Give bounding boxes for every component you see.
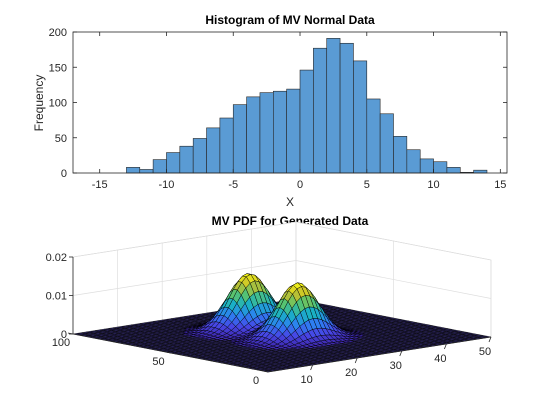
histogram-y-axis-label: Frequency <box>32 75 46 132</box>
histogram-bar <box>313 47 328 174</box>
surface-x-tick-label: 50 <box>479 346 491 358</box>
histogram-bar <box>473 169 488 174</box>
surface-x-tick-mark <box>444 343 447 350</box>
histogram-bar <box>446 167 461 174</box>
surface-y-tick-label: 100 <box>52 337 70 349</box>
histogram-bar <box>166 152 181 174</box>
histogram-bar <box>126 167 141 174</box>
histogram-bar <box>259 92 274 174</box>
histogram-bar <box>219 117 234 174</box>
surface-y-tick-mark <box>262 370 269 373</box>
histogram-x-tick-label: -15 <box>92 179 108 191</box>
histogram-y-ticks: 0 50 100 150 200 <box>49 27 507 180</box>
histogram-bar <box>353 60 368 174</box>
histogram-y-tick-label: 100 <box>49 98 67 110</box>
histogram-title: Histogram of MV Normal Data <box>205 13 375 27</box>
histogram-bar <box>286 88 301 174</box>
histogram-x-tick-label: -5 <box>228 179 238 191</box>
histogram-x-tick-label: 10 <box>427 179 439 191</box>
histogram-bar <box>339 42 354 174</box>
histogram-x-tick-label: 5 <box>364 179 370 191</box>
histogram-bar <box>419 158 434 174</box>
histogram-bar <box>152 159 167 174</box>
surface-x-tick-mark <box>488 336 492 343</box>
histogram-x-tick-label: -10 <box>159 179 175 191</box>
histogram-bar <box>393 136 408 174</box>
surface-z-tick-label: 0.01 <box>46 291 67 303</box>
histogram-bar <box>232 104 247 174</box>
histogram-x-ticks: -15 -10 -5 0 5 10 15 <box>92 32 506 191</box>
histogram-y-tick-label: 50 <box>55 133 67 145</box>
surface-z-gridline <box>72 260 297 296</box>
surface-z-tick-label: 0 <box>61 329 67 341</box>
surface-x-tick-label: 40 <box>434 353 446 365</box>
histogram-bar <box>366 98 381 174</box>
histogram-bar <box>206 127 221 174</box>
surface-x-tick-mark <box>399 350 403 357</box>
surface-x-tick-label: 20 <box>345 367 357 379</box>
histogram-bar <box>433 161 448 174</box>
surface-y-tick-mark <box>165 351 171 354</box>
histogram-x-tick-label: 0 <box>297 179 303 191</box>
surface-title: MV PDF for Generated Data <box>212 214 369 228</box>
surface-mesh <box>72 273 492 373</box>
histogram-x-axis-label: X <box>286 195 294 209</box>
surface-y-tick-label: 50 <box>152 356 164 368</box>
surface-x-axis-line <box>267 336 492 373</box>
surface-z-gridline <box>72 221 297 258</box>
surface-x-tick-mark <box>310 364 313 371</box>
histogram-y-tick-label: 0 <box>61 168 67 180</box>
histogram-chart: Histogram of MV Normal Data -15 -10 -5 0 5 10… <box>32 13 508 209</box>
surface-x-tick-label: 30 <box>390 360 402 372</box>
histogram-bar <box>192 138 207 174</box>
surface-chart: MV PDF for Generated Data 10 20 30 40 50 0 50 1… <box>46 214 492 387</box>
histogram-bar <box>139 169 154 174</box>
histogram-bar <box>246 96 261 174</box>
histogram-bar <box>406 149 421 174</box>
surface-x-tick-mark <box>354 357 358 364</box>
surface-x-tick-label: 10 <box>300 374 312 386</box>
histogram-bar <box>299 69 314 174</box>
histogram-bar <box>379 113 394 174</box>
histogram-bar <box>273 90 287 174</box>
surface-y-tick-label: 0 <box>253 375 259 387</box>
histogram-x-tick-label: 15 <box>494 179 506 191</box>
histogram-y-tick-label: 150 <box>49 62 67 74</box>
histogram-y-tick-label: 200 <box>49 27 67 39</box>
histogram-bars <box>126 38 488 174</box>
histogram-bar <box>179 145 194 174</box>
surface-z-tick-label: 0.02 <box>46 252 67 264</box>
histogram-bar <box>326 38 341 174</box>
